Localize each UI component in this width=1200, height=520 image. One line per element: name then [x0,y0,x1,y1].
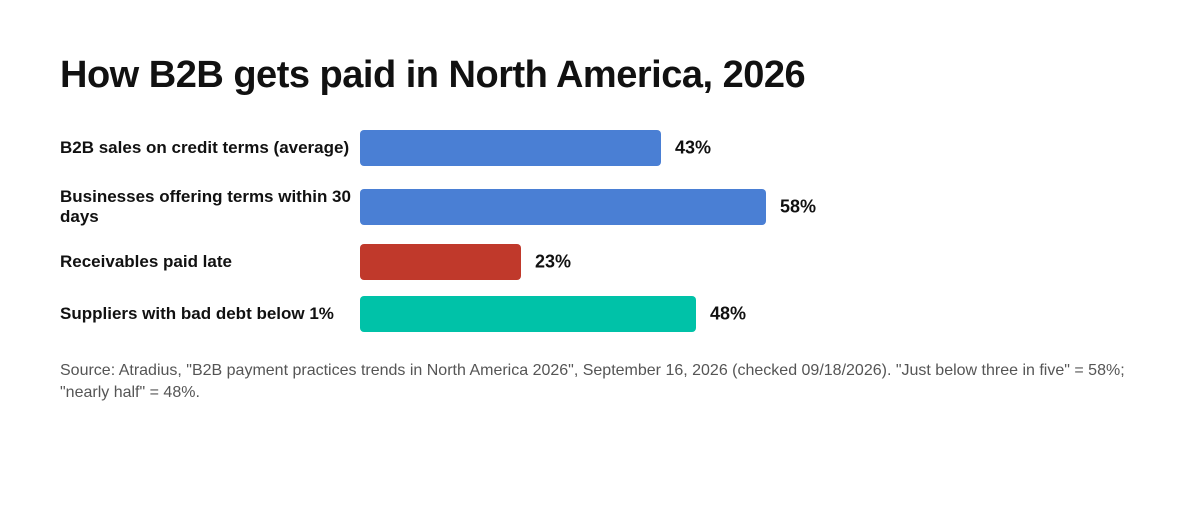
bar [360,244,521,280]
value-label: 43% [675,137,712,158]
bar-row: Suppliers with bad debt below 1% 48% [60,292,1140,336]
category-label: Suppliers with bad debt below 1% [60,304,334,323]
bar [360,130,661,166]
value-label: 48% [710,303,747,324]
bar [360,296,696,332]
category-label: B2B sales on credit terms (average) [60,138,350,157]
bar-row: Businesses offering terms within 30 days… [60,185,1140,229]
bar-row: B2B sales on credit terms (average) 43% [60,126,1140,170]
category-label: Businesses offering terms within 30 days [60,187,351,226]
bar [360,189,766,225]
category-label: Receivables paid late [60,252,232,271]
bar-row: Receivables paid late 23% [60,240,1140,284]
value-label: 23% [535,251,572,272]
value-label: 58% [780,196,817,217]
chart-title: How B2B gets paid in North America, 2026 [60,54,806,96]
source-note: Source: Atradius, "B2B payment practices… [60,362,1125,401]
